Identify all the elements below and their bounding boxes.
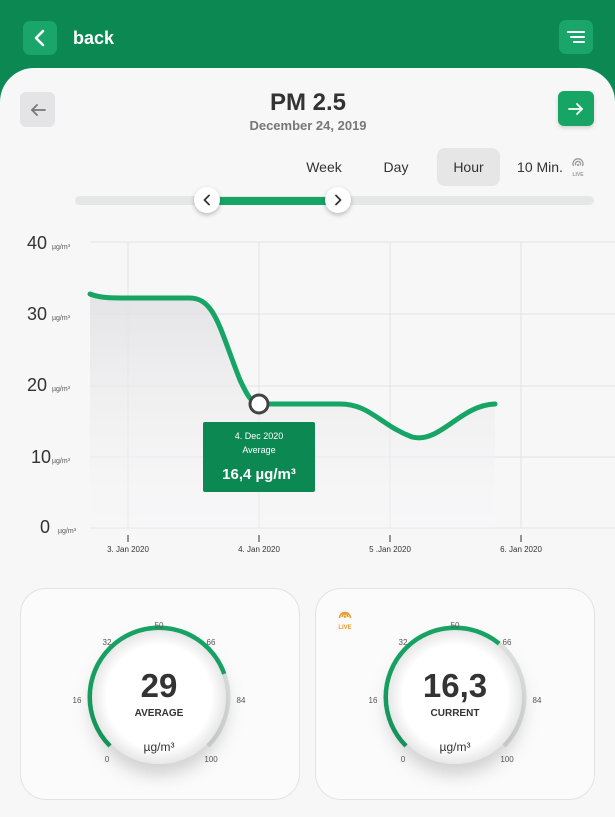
x-tick-label: 5 .Jan 2020: [369, 545, 411, 554]
average-gauge-card: [20, 588, 300, 800]
tab-day[interactable]: Day: [383, 159, 409, 175]
live-icon: LIVE: [572, 158, 584, 177]
page-date: December 24, 2019: [249, 118, 367, 133]
chevron-right-icon: [335, 194, 342, 206]
x-tick-label: 6. Jan 2020: [500, 545, 542, 554]
chart-tooltip: [203, 422, 315, 492]
back-button[interactable]: [23, 21, 57, 55]
current-gauge-card: [315, 588, 595, 800]
y-tick-unit: µg/m³: [52, 386, 71, 393]
chart-area-fill: [90, 294, 495, 528]
y-tick-label: 20: [27, 375, 47, 395]
y-tick-label: 0: [40, 517, 50, 537]
previous-date-button[interactable]: [20, 92, 55, 127]
arrow-right-icon: [568, 102, 583, 115]
x-tick-label: 3. Jan 2020: [107, 545, 149, 554]
range-start-handle[interactable]: [194, 187, 220, 213]
page-title: PM 2.5: [269, 89, 347, 116]
live-icon: LIVE: [338, 611, 352, 631]
y-tick-unit: µg/m³: [52, 458, 71, 465]
y-tick-unit: µg/m³: [58, 528, 77, 535]
y-tick-unit: µg/m³: [52, 315, 71, 322]
x-tick-label: 4. Jan 2020: [238, 545, 280, 554]
tooltip-date: 4. Dec 2020: [235, 431, 284, 441]
pm25-line-chart: 40 µg/m³ 30 µg/m³ 20 µg/m³ 10 µg/m³ 0 µg…: [27, 233, 615, 554]
svg-text:LIVE: LIVE: [572, 172, 584, 177]
svg-text:LIVE: LIVE: [338, 625, 351, 631]
tooltip-label: Average: [242, 445, 275, 455]
selected-data-point[interactable]: [248, 393, 270, 415]
tab-10-min[interactable]: 10 Min.: [517, 159, 563, 175]
tab-hour[interactable]: Hour: [437, 148, 500, 186]
y-tick-label: 30: [27, 304, 47, 324]
tooltip-value: 16,4 µg/m³: [222, 466, 296, 483]
y-tick-unit: µg/m³: [52, 244, 71, 251]
chevron-left-icon: [203, 194, 210, 206]
menu-button[interactable]: [559, 20, 593, 54]
tab-week[interactable]: Week: [306, 159, 342, 175]
top-bar: back: [0, 0, 615, 80]
y-tick-label: 10: [31, 447, 51, 467]
arrow-left-icon: [30, 103, 46, 116]
y-tick-label: 40: [27, 233, 47, 253]
chevron-left-icon: [34, 29, 45, 47]
back-label[interactable]: back: [73, 28, 115, 48]
range-end-handle[interactable]: [325, 187, 351, 213]
menu-icon: [567, 31, 585, 43]
next-date-button[interactable]: [558, 91, 594, 126]
time-range-selection[interactable]: [207, 197, 338, 205]
